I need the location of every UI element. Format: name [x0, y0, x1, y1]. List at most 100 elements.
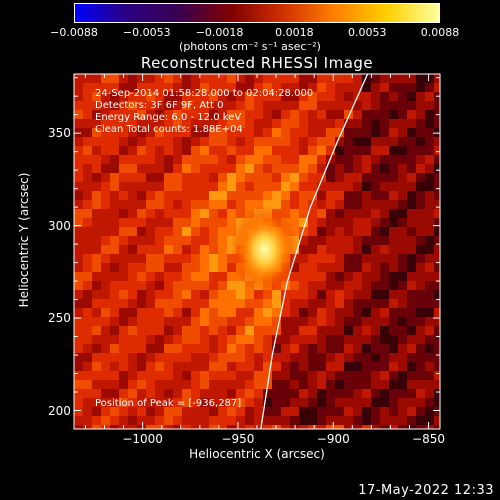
heat-cell	[380, 182, 390, 192]
heat-cell	[407, 407, 417, 417]
heat-cell	[344, 254, 354, 264]
heat-cell	[380, 407, 390, 417]
heat-cell	[182, 182, 192, 192]
heat-cell	[227, 344, 237, 354]
heat-cell	[389, 371, 399, 381]
heat-cell	[92, 137, 102, 147]
heat-cell	[407, 209, 417, 219]
heat-cell	[398, 407, 408, 417]
heat-cell	[380, 245, 390, 255]
heat-cell	[371, 182, 381, 192]
heat-cell	[380, 137, 390, 147]
heat-cell	[344, 272, 354, 282]
heat-cell	[209, 281, 219, 291]
heat-cell	[209, 272, 219, 282]
heat-cell	[335, 128, 345, 138]
heat-cell	[119, 353, 129, 363]
heat-cell	[137, 155, 147, 165]
heat-cell	[389, 182, 399, 192]
heat-cell	[308, 263, 318, 273]
heat-cell	[407, 371, 417, 381]
heat-cell	[326, 173, 336, 183]
heat-cell	[362, 398, 372, 408]
heat-cell	[209, 326, 219, 336]
heat-cell	[245, 416, 255, 426]
heat-cell	[245, 425, 255, 429]
heat-cell	[74, 389, 84, 399]
heat-cell	[110, 416, 120, 426]
heat-cell	[164, 317, 174, 327]
heat-cell	[101, 92, 111, 102]
heat-cell	[74, 299, 84, 309]
heat-cell	[227, 191, 237, 201]
heat-cell	[317, 389, 327, 399]
heat-cell	[137, 209, 147, 219]
heat-cell	[416, 200, 426, 210]
heat-cell	[236, 110, 246, 120]
colorbar-tick-label: −0.0088	[50, 26, 98, 39]
heat-cell	[173, 101, 183, 111]
heat-cell	[407, 74, 417, 84]
heat-cell	[218, 209, 228, 219]
heat-cell	[362, 326, 372, 336]
heat-cell	[272, 155, 282, 165]
heat-cell	[155, 263, 165, 273]
heat-cell	[290, 128, 300, 138]
heat-cell	[326, 389, 336, 399]
heat-cell	[74, 209, 84, 219]
heat-cell	[335, 182, 345, 192]
heat-cell	[380, 119, 390, 129]
heat-cell	[137, 137, 147, 147]
heat-cell	[326, 344, 336, 354]
heat-cell	[371, 344, 381, 354]
heat-cell	[299, 335, 309, 345]
heat-cell	[119, 119, 129, 129]
heat-cell	[155, 353, 165, 363]
heat-cell	[389, 119, 399, 129]
heat-cell	[299, 155, 309, 165]
heat-cell	[83, 425, 93, 429]
heat-cell	[416, 380, 426, 390]
heat-cell	[83, 200, 93, 210]
heat-cell	[407, 182, 417, 192]
heat-cell	[425, 182, 435, 192]
heat-cell	[245, 74, 255, 84]
heat-cell	[155, 182, 165, 192]
heat-cell	[200, 119, 210, 129]
heat-cell	[74, 182, 84, 192]
heat-cell	[281, 110, 291, 120]
heat-cell	[380, 74, 390, 84]
heat-cell	[317, 155, 327, 165]
heat-cell	[335, 416, 345, 426]
heat-cell	[110, 101, 120, 111]
heat-cell	[371, 317, 381, 327]
heat-cell	[344, 380, 354, 390]
heat-cell	[290, 407, 300, 417]
heat-cell	[137, 371, 147, 381]
heat-cell	[263, 353, 273, 363]
heat-cell	[119, 389, 129, 399]
heat-cell	[155, 362, 165, 372]
heat-cell	[398, 335, 408, 345]
heat-cell	[110, 92, 120, 102]
heat-cell	[407, 245, 417, 255]
heat-cell	[209, 101, 219, 111]
heat-cell	[434, 227, 440, 237]
heat-cell	[272, 299, 282, 309]
heat-cell	[425, 83, 435, 93]
heat-cell	[218, 74, 228, 84]
heat-cell	[317, 146, 327, 156]
heat-cell	[236, 164, 246, 174]
heat-cell	[146, 101, 156, 111]
heat-cell	[92, 200, 102, 210]
heat-cell	[290, 344, 300, 354]
heat-cell	[299, 254, 309, 264]
heat-cell	[344, 371, 354, 381]
heat-cell	[155, 92, 165, 102]
heat-cell	[254, 290, 264, 300]
heat-cell	[380, 389, 390, 399]
heat-cell	[200, 389, 210, 399]
heat-cell	[209, 182, 219, 192]
heat-cell	[92, 371, 102, 381]
x-tick-label: −900	[316, 432, 350, 446]
